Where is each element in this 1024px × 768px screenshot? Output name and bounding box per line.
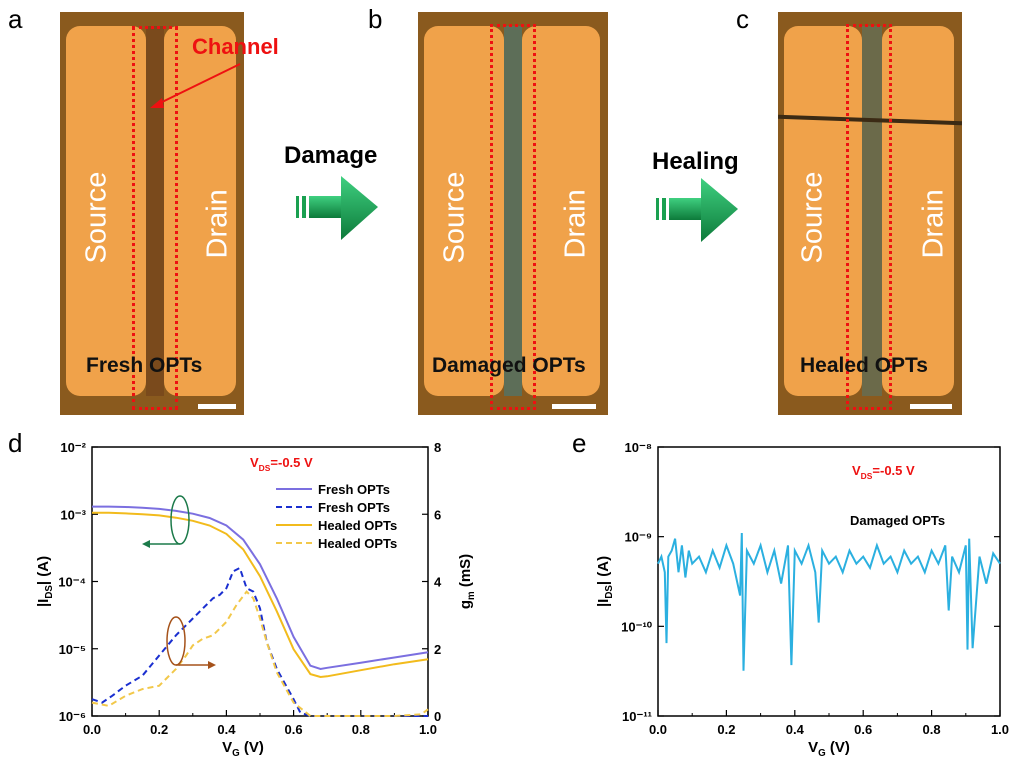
healing-arrow-icon bbox=[656, 178, 738, 242]
micrograph-damaged: Source Drain Damaged OPTs bbox=[418, 12, 608, 415]
y-left-axis-title: |IDS| (A) bbox=[35, 556, 55, 607]
y-right-axis-title: gm (mS) bbox=[457, 554, 477, 609]
x-tick-label: 0.8 bbox=[352, 722, 370, 737]
series-line-3 bbox=[91, 590, 429, 717]
x-tick-label: 0.6 bbox=[854, 722, 872, 737]
caption-fresh: Fresh OPTs bbox=[86, 354, 203, 377]
channel-gap bbox=[504, 26, 522, 396]
y-left-tick-label: 10⁻⁴ bbox=[58, 575, 86, 590]
legend-label: Healed OPTs bbox=[318, 536, 397, 551]
damage-label: Damage bbox=[284, 142, 378, 169]
vds-annotation: VDS=-0.5 V bbox=[250, 455, 313, 473]
x-tick-label: 0.4 bbox=[217, 722, 236, 737]
caption-healed: Healed OPTs bbox=[800, 354, 928, 377]
series-line-damaged bbox=[657, 532, 1001, 671]
y-left-tick-label: 10⁻⁵ bbox=[59, 642, 86, 657]
legend-label: Fresh OPTs bbox=[318, 500, 390, 515]
panel-letter-c: c bbox=[736, 4, 749, 34]
vds-annotation: VDS=-0.5 V bbox=[852, 463, 915, 481]
y-left-tick-label: 10⁻³ bbox=[60, 507, 86, 522]
y-right-tick-label: 2 bbox=[434, 642, 441, 657]
damage-arrow-icon bbox=[296, 176, 378, 240]
y-right-tick-label: 6 bbox=[434, 507, 441, 522]
legend-label: Fresh OPTs bbox=[318, 482, 390, 497]
channel-frame bbox=[490, 24, 536, 410]
panel-letter-e: e bbox=[572, 428, 587, 458]
x-axis-title: VG (V) bbox=[222, 739, 264, 759]
series-line-2 bbox=[92, 511, 429, 679]
source-label: Source bbox=[796, 171, 829, 264]
micrograph-fresh: Source Drain Fresh OPTs bbox=[60, 12, 244, 415]
x-tick-label: 1.0 bbox=[419, 722, 437, 737]
source-electrode bbox=[784, 26, 862, 396]
plot-frame bbox=[657, 446, 1001, 717]
channel-gap bbox=[146, 26, 164, 396]
inner-series-label: Damaged OPTs bbox=[850, 513, 945, 528]
channel-frame bbox=[846, 24, 892, 410]
panel-letter-d: d bbox=[8, 428, 23, 458]
x-tick-label: 0.2 bbox=[717, 722, 735, 737]
drain-electrode bbox=[882, 26, 954, 396]
y-left-tick-label: 10⁻² bbox=[60, 440, 86, 455]
y-left-tick-label: 10⁻⁶ bbox=[59, 709, 86, 724]
legend-label: Healed OPTs bbox=[318, 518, 397, 533]
right-axis-indicator bbox=[166, 616, 186, 666]
micrograph-healed: Source Drain Healed OPTs bbox=[778, 12, 962, 415]
y-right-tick-label: 4 bbox=[434, 575, 442, 590]
channel-frame bbox=[132, 26, 178, 410]
x-tick-label: 1.0 bbox=[991, 722, 1009, 737]
y-right-tick-label: 8 bbox=[434, 440, 441, 455]
x-tick-label: 0.0 bbox=[83, 722, 101, 737]
scale-bar bbox=[198, 404, 236, 409]
caption-damaged: Damaged OPTs bbox=[432, 354, 586, 377]
x-tick-label: 0.6 bbox=[285, 722, 303, 737]
x-tick-label: 0.2 bbox=[150, 722, 168, 737]
chart-damaged-transfer: 0.0 0.2 0.4 0.6 0.8 1.0 10⁻¹¹ 10⁻¹⁰ 10⁻⁹ 10⁻⁸ VG (… bbox=[595, 440, 1009, 759]
x-tick-label: 0.8 bbox=[923, 722, 941, 737]
y-tick-label: 10⁻⁹ bbox=[625, 530, 653, 545]
series-line-1 bbox=[91, 566, 428, 717]
y-right-tick-label: 0 bbox=[434, 709, 441, 724]
chart-transfer-curves: 0.0 0.2 0.4 0.6 0.8 1.0 10⁻⁶ 10⁻⁵ 10⁻⁴ 10⁻³ 10⁻² 0 2… bbox=[35, 440, 477, 759]
panel-letter-b: b bbox=[368, 4, 383, 34]
drain-label: Drain bbox=[917, 189, 950, 259]
series-line-0 bbox=[92, 505, 429, 671]
y-axis-title: |IDS| (A) bbox=[595, 556, 615, 607]
left-axis-arrowhead bbox=[142, 540, 150, 548]
drain-label: Drain bbox=[559, 189, 592, 259]
channel-annotation: Channel bbox=[192, 34, 279, 59]
source-label: Source bbox=[438, 171, 471, 264]
x-tick-label: 0.4 bbox=[786, 722, 805, 737]
y-tick-label: 10⁻⁸ bbox=[625, 440, 652, 455]
healing-label: Healing bbox=[652, 148, 739, 175]
right-axis-arrowhead bbox=[208, 661, 216, 669]
y-tick-label: 10⁻¹⁰ bbox=[621, 619, 653, 634]
panel-letter-a: a bbox=[8, 4, 23, 34]
scale-bar bbox=[910, 404, 952, 409]
x-tick-label: 0.0 bbox=[649, 722, 667, 737]
scale-bar bbox=[552, 404, 596, 409]
x-axis-title: VG (V) bbox=[808, 739, 850, 759]
y-tick-label: 10⁻¹¹ bbox=[622, 709, 652, 724]
